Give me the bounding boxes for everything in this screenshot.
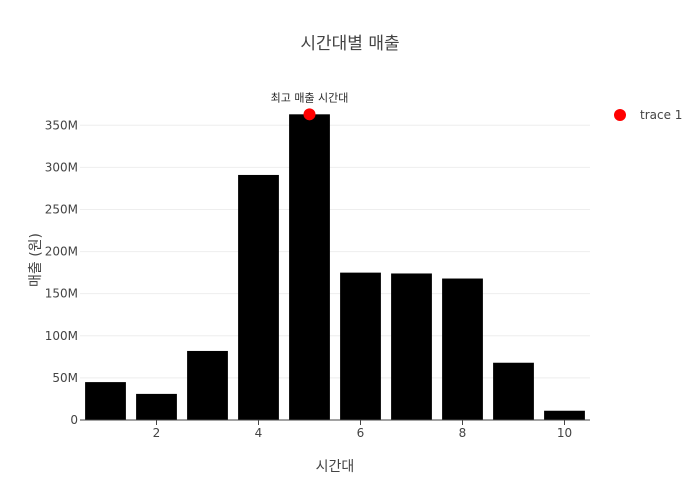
bar[interactable] — [187, 350, 228, 420]
x-tick-label: 6 — [357, 426, 365, 440]
y-tick-label: 350M — [45, 118, 78, 132]
highlight-annotation: 최고 매출 시간대 — [271, 91, 349, 104]
y-axis-title: 매출 (원) — [28, 233, 44, 287]
y-tick-label: 200M — [45, 245, 78, 259]
bar[interactable] — [544, 410, 585, 420]
chart-title: 시간대별 매출 — [300, 34, 399, 54]
highest-sales-marker[interactable] — [303, 108, 316, 121]
y-tick-label: 250M — [45, 202, 78, 216]
highlight-marker-group: 최고 매출 시간대 — [271, 91, 349, 121]
y-tick-label: 0 — [70, 413, 78, 427]
y-axis-ticks: 0 50M 100M 150M 200M 250M 300M 350M — [45, 118, 78, 427]
x-tick-label: 4 — [255, 426, 263, 440]
y-tick-label: 100M — [45, 329, 78, 343]
x-axis-title: 시간대 — [316, 459, 355, 475]
bar[interactable] — [442, 278, 483, 420]
y-tick-label: 150M — [45, 287, 78, 301]
x-tick-label: 2 — [153, 426, 161, 440]
x-tick-label: 10 — [557, 426, 572, 440]
y-tick-label: 50M — [52, 371, 78, 385]
y-tick-label: 300M — [45, 160, 78, 174]
legend-marker — [614, 109, 626, 121]
bar[interactable] — [289, 114, 330, 420]
x-axis-ticks: 2 4 6 8 10 — [153, 420, 572, 440]
legend-label: trace 1 — [640, 108, 682, 122]
bar[interactable] — [238, 174, 279, 420]
bar[interactable] — [340, 272, 381, 420]
bar[interactable] — [493, 362, 534, 420]
bar[interactable] — [391, 273, 432, 420]
bar[interactable] — [136, 393, 177, 420]
x-tick-label: 8 — [459, 426, 467, 440]
gridlines — [80, 124, 590, 379]
bar[interactable] — [85, 382, 126, 420]
bars — [85, 114, 585, 420]
legend[interactable]: trace 1 — [614, 108, 682, 122]
